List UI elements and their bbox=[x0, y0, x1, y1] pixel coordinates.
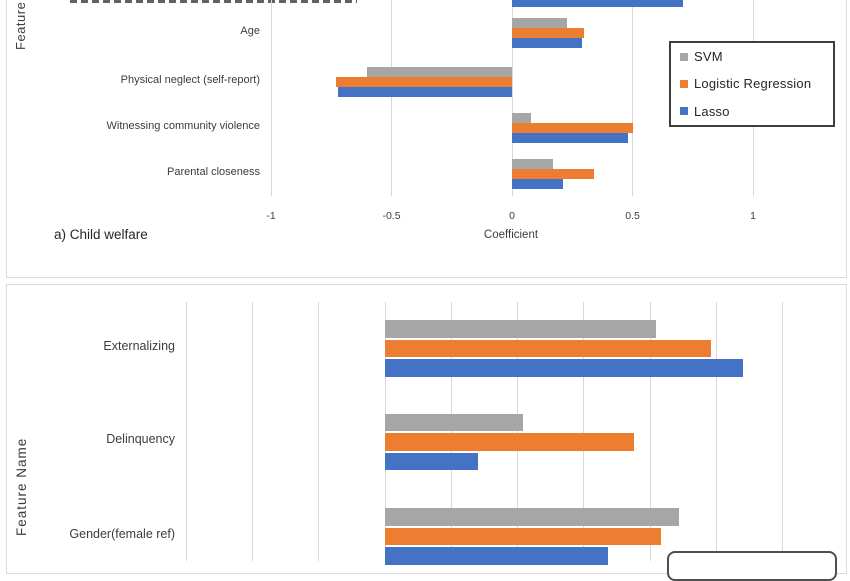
gridline bbox=[716, 302, 718, 561]
bar-lasso-Parental closeness bbox=[512, 179, 563, 189]
category-label: Gender(female ref) bbox=[69, 526, 175, 541]
gridline bbox=[270, 0, 272, 196]
bar-lasso-clipped-row bbox=[512, 0, 684, 7]
category-label: Witnessing community violence bbox=[106, 119, 260, 132]
bar-svm-Externalizing bbox=[385, 320, 656, 338]
x-tick-label: 1 bbox=[750, 210, 756, 222]
gridline bbox=[185, 302, 187, 561]
bar-lasso-Delinquency bbox=[385, 452, 478, 470]
legend-swatch-icon bbox=[680, 107, 688, 116]
bar-svm-Physical neglect (self-report) bbox=[367, 67, 512, 77]
gridline bbox=[450, 302, 452, 561]
gridline bbox=[251, 302, 253, 561]
legend-label: SVM bbox=[694, 49, 723, 65]
bar-svm-Witnessing community violence bbox=[512, 113, 532, 123]
legend-swatch-icon bbox=[680, 79, 688, 88]
bar-lasso-Physical neglect (self-report) bbox=[338, 87, 512, 97]
gridline bbox=[391, 0, 392, 196]
legend-label: Logistic Regression bbox=[694, 76, 812, 92]
chart-b-legend-clipped bbox=[667, 551, 837, 581]
clipped-label-fragment bbox=[70, 0, 357, 3]
chart-a-caption: a) Child welfare bbox=[54, 227, 148, 242]
category-label: Delinquency bbox=[106, 432, 175, 447]
gridline bbox=[517, 302, 519, 561]
bar-lasso-Witnessing community violence bbox=[512, 133, 628, 143]
bar-logistic-regression-Physical neglect (self-report) bbox=[336, 77, 512, 87]
bar-svm-Gender(female ref) bbox=[385, 508, 680, 526]
gridline bbox=[384, 302, 386, 561]
chart-b-y-axis-title: Feature Name bbox=[14, 437, 29, 537]
bar-logistic-regression-Witnessing community violence bbox=[512, 123, 633, 133]
x-tick-label: -1 bbox=[266, 210, 276, 222]
gridline bbox=[318, 302, 320, 561]
category-label: Age bbox=[240, 24, 260, 37]
bar-svm-Parental closeness bbox=[512, 159, 553, 169]
chart-b: Feature Name Externalizing Delinquency Gen… bbox=[14, 302, 837, 581]
bar-lasso-Externalizing bbox=[385, 359, 744, 377]
bar-lasso-Gender(female ref) bbox=[385, 547, 608, 565]
category-label: Parental closeness bbox=[167, 165, 260, 178]
x-tick-label: 0.5 bbox=[625, 210, 640, 222]
gridline bbox=[632, 0, 633, 196]
category-label: Physical neglect (self-report) bbox=[120, 73, 260, 86]
gridline bbox=[649, 302, 651, 561]
legend-item: Lasso bbox=[680, 98, 833, 125]
bar-logistic-regression-Parental closeness bbox=[512, 169, 594, 179]
category-label: Externalizing bbox=[103, 338, 175, 353]
bar-logistic-regression-Externalizing bbox=[385, 339, 712, 357]
bar-svm-Delinquency bbox=[385, 413, 523, 431]
gridline bbox=[511, 0, 513, 196]
x-tick-label: 0 bbox=[509, 210, 515, 222]
legend-label: Lasso bbox=[694, 103, 730, 119]
bar-logistic-regression-Age bbox=[512, 28, 585, 38]
bar-svm-Age bbox=[512, 18, 568, 28]
legend-swatch-icon bbox=[680, 52, 688, 61]
legend-item: Logistic Regression bbox=[680, 70, 833, 97]
gridline bbox=[782, 302, 784, 561]
chart-a-panel bbox=[6, 0, 847, 278]
legend-item: SVM bbox=[680, 43, 833, 70]
gridline bbox=[583, 302, 585, 561]
bar-lasso-Age bbox=[512, 38, 582, 48]
chart-a: Feature Name Coefficient a) Child welfar… bbox=[13, 0, 835, 242]
bar-logistic-regression-Delinquency bbox=[385, 433, 635, 451]
bar-logistic-regression-Gender(female ref) bbox=[385, 527, 661, 545]
chart-a-x-axis-title: Coefficient bbox=[483, 229, 539, 241]
x-tick-label: -0.5 bbox=[382, 210, 401, 222]
chart-a-legend: SVM Logistic Regression Lasso bbox=[669, 41, 835, 127]
